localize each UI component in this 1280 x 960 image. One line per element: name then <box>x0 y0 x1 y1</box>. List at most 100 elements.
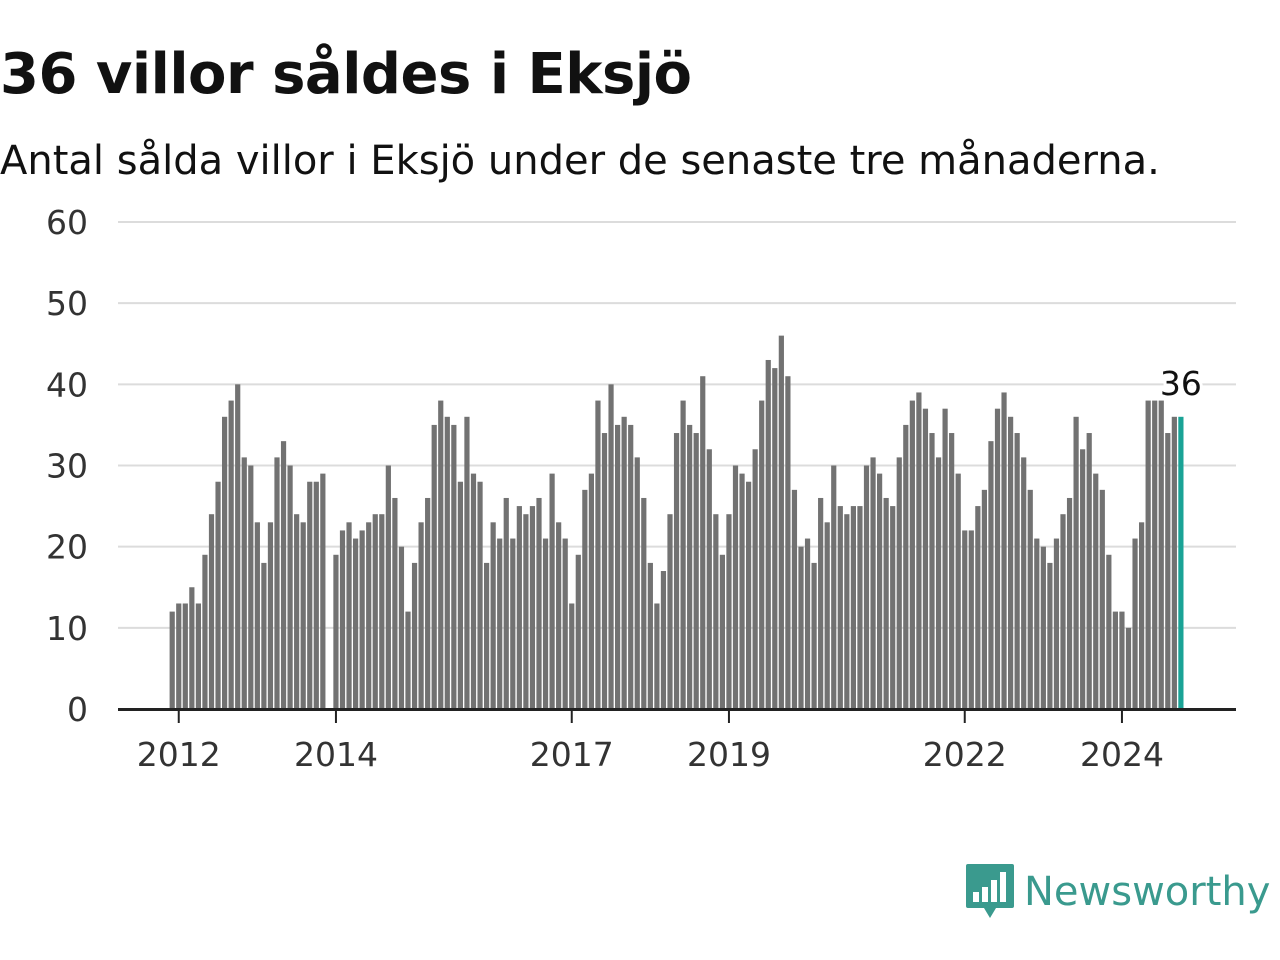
bar <box>601 433 608 709</box>
x-axis-ticks: 2012 2014 2017 2019 2022 2024 <box>137 710 1164 774</box>
bar <box>1093 473 1099 709</box>
bar <box>470 473 477 709</box>
bar <box>746 481 752 709</box>
bar <box>896 457 902 709</box>
x-tick-label: 2024 <box>1080 735 1164 774</box>
bar <box>667 514 673 709</box>
bar <box>719 554 725 709</box>
bar <box>752 449 758 709</box>
bar <box>307 481 313 709</box>
bar <box>267 522 274 709</box>
bar <box>647 562 653 709</box>
bar <box>785 376 791 709</box>
bar <box>1086 433 1092 709</box>
newsworthy-logo: Newsworthy <box>964 862 1270 922</box>
bar <box>955 473 961 709</box>
bar <box>634 457 640 709</box>
bar <box>529 506 536 709</box>
bar <box>222 416 228 709</box>
bar <box>411 562 418 709</box>
bar-chart-icon <box>966 864 1014 918</box>
bar <box>981 489 987 709</box>
bar <box>706 449 712 709</box>
bar <box>497 538 503 709</box>
bar <box>877 473 883 709</box>
bar <box>798 546 804 709</box>
bar <box>759 400 765 709</box>
bar <box>575 554 581 709</box>
bar <box>811 562 817 709</box>
bar <box>621 416 627 709</box>
bar <box>490 522 496 709</box>
y-tick-label: 10 <box>46 609 88 648</box>
bar <box>228 400 234 709</box>
bar <box>254 522 260 709</box>
bar <box>503 497 509 709</box>
bar <box>687 424 693 709</box>
bar <box>857 506 863 709</box>
chart-title: 36 villor såldes i Eksjö <box>0 42 692 107</box>
bar <box>837 506 843 709</box>
bar <box>765 359 771 709</box>
bar <box>1139 522 1145 709</box>
bar <box>1073 416 1079 709</box>
bar <box>929 433 935 709</box>
bar <box>863 465 870 709</box>
bar <box>235 384 241 709</box>
bar <box>274 457 280 709</box>
bar <box>523 514 529 709</box>
bar <box>673 433 680 709</box>
bar <box>713 514 719 709</box>
bar <box>425 497 431 709</box>
bar <box>339 530 346 709</box>
bar <box>1053 538 1060 709</box>
x-tick-label: 2019 <box>687 735 771 774</box>
bar <box>320 473 326 709</box>
bar <box>1060 514 1066 709</box>
bar <box>922 408 929 709</box>
bar <box>1106 554 1112 709</box>
bar <box>935 457 942 709</box>
bar <box>660 571 667 709</box>
bar <box>1132 538 1138 709</box>
bar <box>1145 400 1151 709</box>
bar <box>844 514 850 709</box>
bar <box>1021 457 1027 709</box>
bar <box>778 335 784 709</box>
x-tick-label: 2012 <box>137 735 221 774</box>
bar <box>1119 611 1125 709</box>
x-tick-label: 2022 <box>923 735 1007 774</box>
bar <box>300 522 306 709</box>
bar <box>385 465 391 709</box>
y-tick-label: 20 <box>46 528 88 567</box>
bar <box>1040 546 1046 709</box>
bar <box>431 424 437 709</box>
bar <box>392 497 398 709</box>
bar <box>484 562 490 709</box>
bar <box>333 554 339 709</box>
y-tick-label: 0 <box>67 690 88 729</box>
chart-subtitle: Antal sålda villor i Eksjö under de sena… <box>0 138 1160 184</box>
x-tick-label: 2017 <box>530 735 614 774</box>
bar <box>202 554 208 709</box>
y-tick-label: 30 <box>46 447 88 486</box>
bar <box>968 530 974 709</box>
bar <box>975 506 981 709</box>
bar <box>569 603 575 709</box>
bar <box>818 497 824 709</box>
bar <box>831 465 837 709</box>
bar <box>457 481 463 709</box>
bar <box>195 603 201 709</box>
bar <box>693 433 699 709</box>
bar <box>444 416 450 709</box>
bar <box>909 400 915 709</box>
bar <box>883 497 889 709</box>
bar <box>451 424 457 709</box>
bar <box>641 497 647 709</box>
bar <box>942 408 948 709</box>
bar <box>916 392 922 709</box>
bar <box>680 400 686 709</box>
bar <box>176 603 182 709</box>
bar <box>962 530 968 709</box>
last-bar-label: 36 <box>1160 364 1202 403</box>
